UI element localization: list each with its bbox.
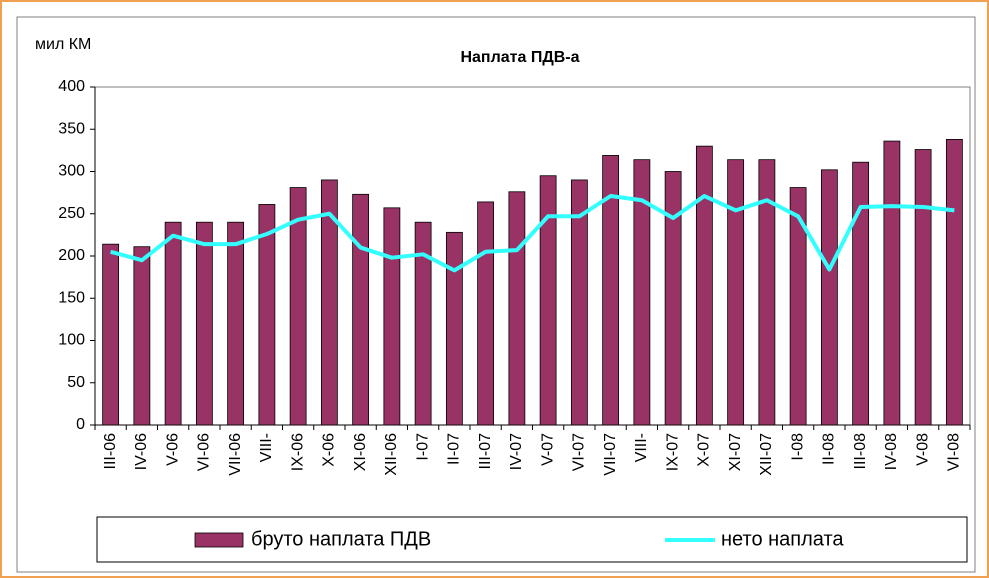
bar [414, 221, 432, 426]
legend-label: бруто наплата ПДВ [251, 528, 431, 550]
x-tick-label: XII-07 [758, 433, 775, 476]
x-tick-label: III-07 [477, 433, 494, 470]
x-tick-label: XII-06 [383, 433, 400, 476]
bar [570, 179, 588, 426]
x-tick-label: I-08 [789, 433, 806, 461]
x-tick-label: V-06 [164, 433, 181, 466]
y-tick-label: 0 [76, 416, 85, 433]
x-tick-label: V-07 [539, 433, 556, 466]
bar [852, 161, 870, 426]
x-tick-label: VIII- [258, 433, 275, 462]
legend-swatch [194, 532, 244, 548]
y-tick-label: 150 [58, 289, 85, 306]
y-axis-label: мил КМ [35, 36, 91, 53]
bar [820, 169, 838, 426]
y-tick-label: 100 [58, 332, 85, 349]
x-tick-label: VII-06 [227, 433, 244, 476]
bar [133, 246, 151, 426]
legend-label: нето наплата [721, 528, 844, 550]
x-tick-label: VI-08 [946, 433, 963, 471]
bar [633, 159, 651, 426]
line [110, 194, 955, 273]
bar [289, 187, 307, 426]
x-tick-label: II-08 [821, 433, 838, 465]
x-tick-label: X-06 [321, 433, 338, 467]
bar [695, 145, 713, 426]
bar [945, 138, 963, 426]
x-tick-label: VI-07 [571, 433, 588, 471]
x-tick-label: III-08 [852, 433, 869, 470]
bar [664, 171, 682, 426]
y-tick-label: 200 [58, 247, 85, 264]
bar [320, 179, 338, 426]
y-tick-label: 250 [58, 205, 85, 222]
y-tick-label: 300 [58, 163, 85, 180]
bar [352, 193, 370, 426]
bar [727, 159, 745, 426]
x-tick-label: IV-08 [883, 433, 900, 470]
y-tick-label: 400 [58, 78, 85, 95]
x-tick-label: IV-06 [133, 433, 150, 470]
x-tick-label: II-07 [446, 433, 463, 465]
x-tick-label: XI-06 [352, 433, 369, 471]
bar [258, 204, 276, 426]
x-tick-label: X-07 [696, 433, 713, 467]
bar [383, 207, 401, 426]
plot-area [94, 86, 971, 426]
y-tick-label: 50 [67, 374, 85, 391]
x-tick-label: IX-06 [289, 433, 306, 471]
x-tick-label: IV-07 [508, 433, 525, 470]
bar [914, 149, 932, 426]
x-tick-label: VI-06 [196, 433, 213, 471]
bar [227, 221, 245, 426]
x-tick-label: VIII- [633, 433, 650, 462]
bar [602, 155, 620, 426]
x-tick-label: V-08 [914, 433, 931, 466]
chart-title: Наплата ПДВ-а [460, 49, 579, 66]
bar [445, 231, 463, 426]
x-tick-label: IX-07 [664, 433, 681, 471]
bar [195, 221, 213, 426]
x-tick-label: XI-07 [727, 433, 744, 471]
x-tick-label: III-06 [102, 433, 119, 470]
bar [758, 159, 776, 426]
bar [539, 175, 557, 426]
bar [508, 191, 526, 426]
x-tick-label: VII-07 [602, 433, 619, 476]
y-tick-label: 350 [58, 120, 85, 137]
bar [883, 140, 901, 426]
bar [477, 201, 495, 426]
bar [102, 243, 120, 426]
bar [164, 221, 182, 426]
x-tick-label: I-07 [414, 433, 431, 461]
bar [789, 187, 807, 426]
